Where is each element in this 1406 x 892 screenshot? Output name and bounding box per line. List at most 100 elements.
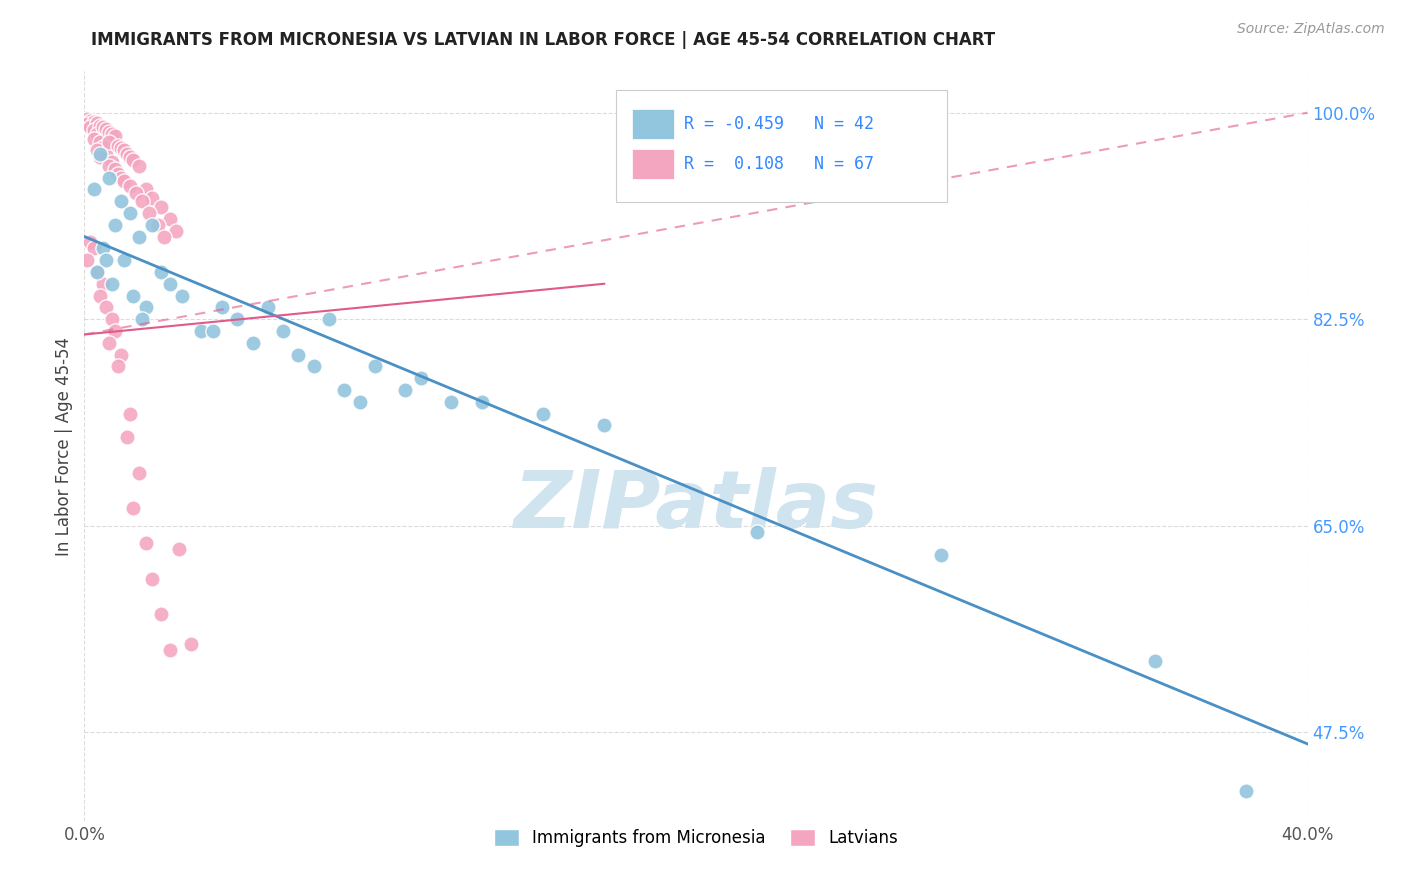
Point bbox=[91, 241, 114, 255]
Point bbox=[226, 312, 249, 326]
Point bbox=[135, 536, 157, 550]
Point bbox=[104, 129, 127, 144]
Point bbox=[409, 371, 432, 385]
Point bbox=[128, 466, 150, 480]
Point bbox=[110, 141, 132, 155]
Point bbox=[211, 301, 233, 315]
Point bbox=[86, 265, 108, 279]
Point bbox=[97, 335, 120, 350]
Point bbox=[91, 277, 114, 291]
Point bbox=[104, 162, 127, 177]
Text: ZIPatlas: ZIPatlas bbox=[513, 467, 879, 545]
FancyBboxPatch shape bbox=[633, 149, 673, 179]
Point bbox=[107, 167, 129, 181]
Point bbox=[76, 118, 98, 132]
Point bbox=[135, 301, 157, 315]
Point bbox=[747, 524, 769, 539]
Text: R =  0.108   N = 67: R = 0.108 N = 67 bbox=[683, 155, 873, 173]
Point bbox=[120, 151, 142, 165]
Text: R = -0.459   N = 42: R = -0.459 N = 42 bbox=[683, 115, 873, 133]
Point bbox=[110, 170, 132, 185]
Point bbox=[159, 277, 181, 291]
Point bbox=[79, 120, 101, 134]
Point bbox=[149, 265, 172, 279]
Point bbox=[101, 312, 124, 326]
Point bbox=[101, 127, 124, 141]
Point bbox=[333, 383, 356, 397]
Point bbox=[110, 194, 132, 209]
Point bbox=[91, 140, 114, 154]
Point bbox=[929, 548, 952, 562]
Point bbox=[83, 131, 105, 145]
Point bbox=[167, 542, 190, 557]
Point bbox=[1143, 654, 1166, 668]
Point bbox=[79, 114, 101, 128]
Point bbox=[86, 127, 108, 141]
Text: Source: ZipAtlas.com: Source: ZipAtlas.com bbox=[1237, 22, 1385, 37]
Y-axis label: In Labor Force | Age 45-54: In Labor Force | Age 45-54 bbox=[55, 336, 73, 556]
Point bbox=[394, 383, 416, 397]
Point bbox=[89, 119, 111, 133]
Point bbox=[112, 253, 135, 268]
Point bbox=[302, 359, 325, 374]
Point bbox=[128, 159, 150, 173]
Point bbox=[149, 200, 172, 214]
Point bbox=[349, 394, 371, 409]
Point bbox=[141, 191, 163, 205]
Point bbox=[122, 288, 145, 302]
Point bbox=[122, 500, 145, 515]
Point bbox=[141, 218, 163, 232]
Point bbox=[1236, 784, 1258, 798]
Point bbox=[120, 206, 142, 220]
Point bbox=[97, 124, 120, 138]
Point bbox=[91, 120, 114, 134]
Point bbox=[112, 174, 135, 188]
Point bbox=[101, 155, 124, 169]
Legend: Immigrants from Micronesia, Latvians: Immigrants from Micronesia, Latvians bbox=[486, 822, 905, 854]
Point bbox=[180, 637, 202, 651]
Point bbox=[318, 312, 340, 326]
Point bbox=[97, 170, 120, 185]
Text: IMMIGRANTS FROM MICRONESIA VS LATVIAN IN LABOR FORCE | AGE 45-54 CORRELATION CHA: IMMIGRANTS FROM MICRONESIA VS LATVIAN IN… bbox=[91, 31, 995, 49]
Point bbox=[149, 607, 172, 622]
Point bbox=[79, 235, 101, 250]
Point bbox=[190, 324, 212, 338]
Point bbox=[89, 135, 111, 149]
Point bbox=[120, 178, 142, 193]
Point bbox=[97, 135, 120, 149]
Point bbox=[94, 301, 117, 315]
Point bbox=[83, 182, 105, 196]
Point bbox=[107, 359, 129, 374]
Point bbox=[593, 418, 616, 433]
Point bbox=[131, 312, 153, 326]
Point bbox=[86, 144, 108, 158]
Point bbox=[94, 253, 117, 268]
Point bbox=[76, 253, 98, 268]
Point bbox=[165, 224, 187, 238]
Point bbox=[128, 229, 150, 244]
Point bbox=[146, 218, 169, 232]
Point bbox=[104, 324, 127, 338]
Point bbox=[153, 229, 176, 244]
Point bbox=[125, 186, 148, 200]
Point bbox=[159, 642, 181, 657]
Point bbox=[76, 112, 98, 126]
Point bbox=[86, 116, 108, 130]
Point bbox=[364, 359, 387, 374]
Point bbox=[94, 122, 117, 136]
FancyBboxPatch shape bbox=[633, 109, 673, 139]
Point bbox=[83, 123, 105, 137]
Point bbox=[115, 430, 138, 444]
Point bbox=[440, 394, 463, 409]
Point bbox=[97, 159, 120, 173]
Point bbox=[89, 288, 111, 302]
Point bbox=[471, 394, 494, 409]
Point bbox=[112, 144, 135, 158]
Point bbox=[107, 138, 129, 153]
Point bbox=[110, 347, 132, 361]
Point bbox=[115, 147, 138, 161]
Point bbox=[122, 153, 145, 167]
Point bbox=[104, 218, 127, 232]
Point bbox=[120, 407, 142, 421]
Point bbox=[138, 206, 160, 220]
